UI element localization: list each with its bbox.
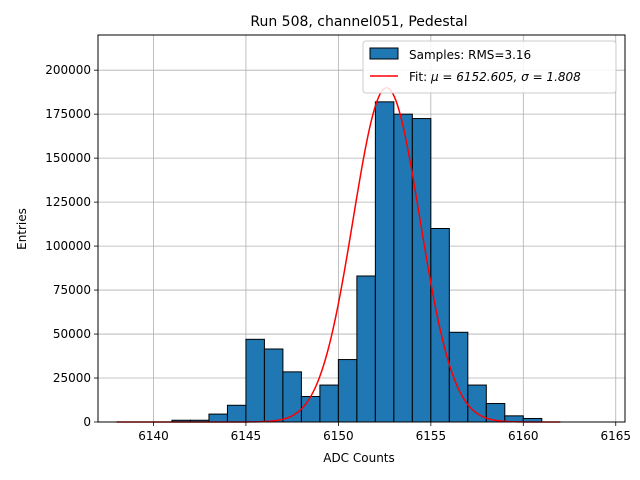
y-tick-label: 50000	[53, 327, 91, 341]
histogram-bar	[337, 359, 358, 423]
y-tick-label: 25000	[53, 371, 91, 385]
y-tick-label: 75000	[53, 283, 91, 297]
legend-label-samples: Samples: RMS=3.16	[409, 48, 531, 62]
legend: Samples: RMS=3.16 Fit: μ = 6152.605, σ =…	[362, 40, 617, 94]
histogram-bar	[430, 228, 450, 423]
chart-title: Run 508, channel051, Pedestal	[250, 14, 467, 30]
plot-frame	[97, 34, 626, 423]
x-tick-label: 6145	[231, 429, 262, 443]
x-tick-label: 6140	[138, 429, 169, 443]
histogram-bar	[374, 101, 395, 423]
y-tick-label: 100000	[45, 239, 91, 253]
x-tick-label: 6165	[600, 429, 631, 443]
y-tick-label: 0	[83, 415, 91, 429]
histogram-bar	[356, 275, 376, 423]
histogram-bar	[300, 395, 321, 423]
x-axis-ticks: 6140 6145 6150 6155 6160 6165	[138, 422, 631, 443]
legend-box	[362, 40, 617, 94]
x-axis-label: ADC Counts	[323, 451, 395, 465]
y-tick-label: 200000	[45, 63, 91, 77]
histogram-bar	[245, 338, 265, 423]
y-tick-label: 125000	[45, 195, 91, 209]
x-tick-label: 6155	[416, 429, 447, 443]
histogram-bar	[282, 371, 302, 423]
histogram-bar	[319, 384, 339, 423]
x-tick-label: 6150	[323, 429, 354, 443]
histogram-bar	[263, 348, 284, 423]
legend-label-fit: Fit: μ = 6152.605, σ = 1.808	[409, 70, 581, 84]
histogram-bar	[208, 413, 228, 423]
x-tick-label: 6160	[508, 429, 539, 443]
legend-swatch-samples	[369, 47, 399, 60]
histogram-bar	[226, 404, 247, 423]
y-axis-ticks: 0 25000 50000 75000 100000 125000 150000 175000…	[45, 63, 98, 429]
y-tick-label: 150000	[45, 151, 91, 165]
histogram-bars	[171, 101, 543, 423]
y-tick-label: 175000	[45, 107, 91, 121]
y-axis-label: Entries	[15, 208, 29, 250]
grid	[98, 35, 625, 423]
histogram-bar	[448, 331, 469, 423]
